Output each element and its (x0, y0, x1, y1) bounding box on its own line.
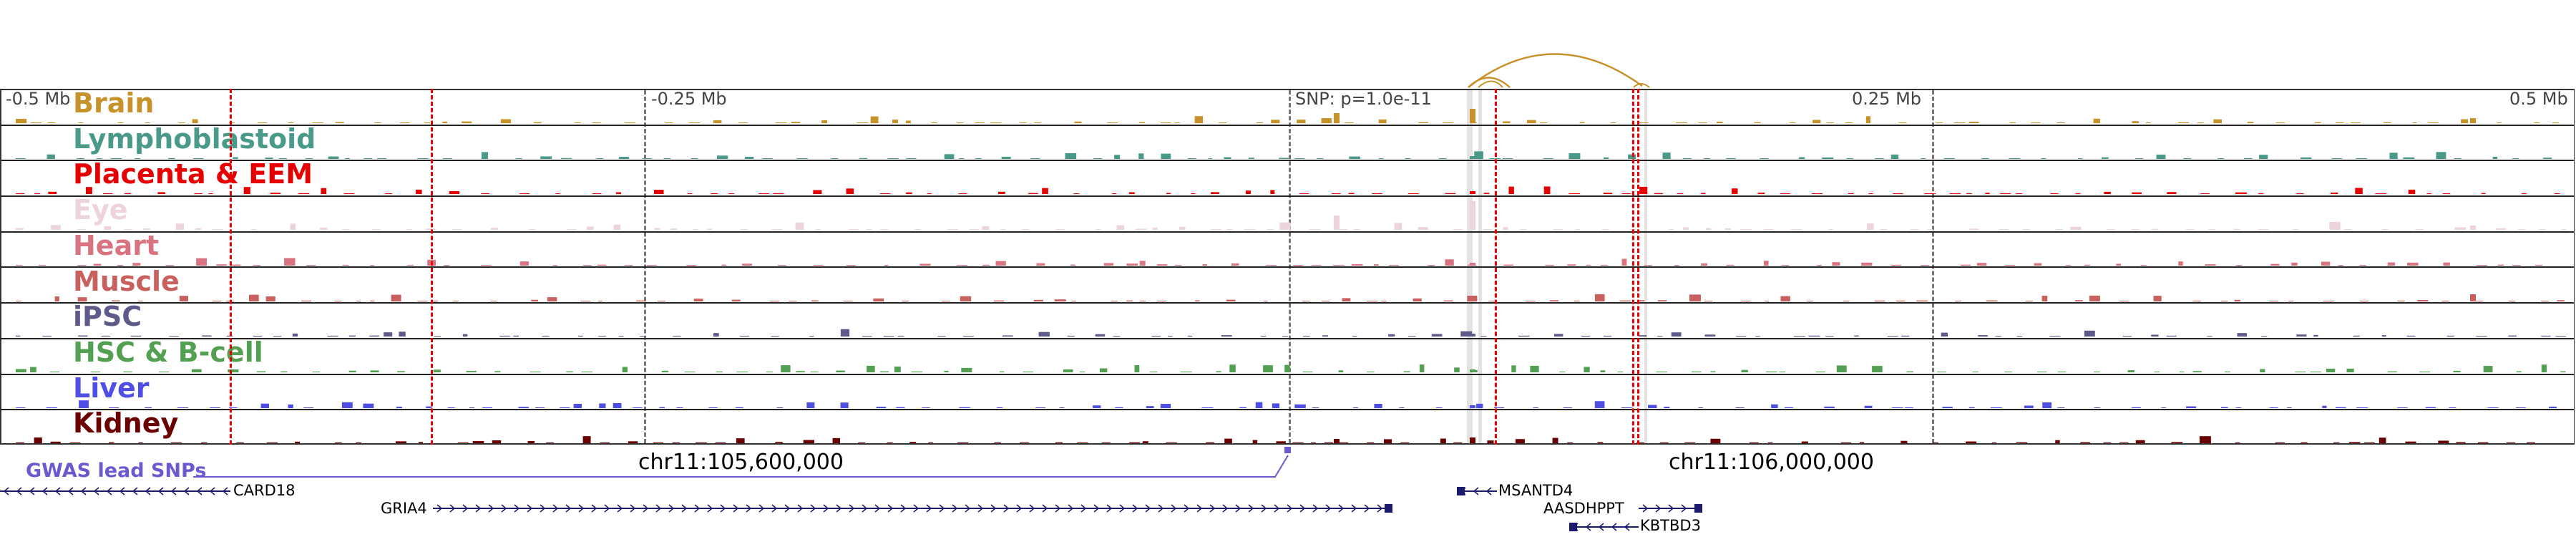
signal-peaks (16, 364, 2566, 372)
track-lymphoblastoid: Lymphoblastoid (1, 122, 2574, 162)
track-ipsc: iPSC (1, 301, 2574, 339)
signal-peaks (16, 294, 2565, 301)
axis-label: 0.5 Mb (2509, 89, 2568, 109)
track-label: Lymphoblastoid (73, 122, 316, 155)
track-label: Brain (73, 87, 155, 119)
gwas-label: GWAS lead SNPs (26, 460, 207, 482)
track-muscle: Muscle (1, 265, 2574, 304)
track-label: Eye (73, 194, 128, 226)
coordinate-label: chr11:106,000,000 (1669, 450, 1874, 475)
highlight-line (431, 89, 433, 445)
track-label: Liver (73, 372, 150, 404)
gene-msantd4 (1457, 487, 1497, 495)
track-label: Placenta & EEM (73, 158, 313, 190)
track-heart: Heart (1, 229, 2574, 268)
coordinate-label: chr11:105,600,000 (638, 450, 844, 475)
track-placenta-eem: Placenta & EEM (1, 158, 2574, 198)
gene-card18 (0, 487, 230, 495)
highlight-line (1495, 89, 1497, 445)
gene-label-gria4[interactable]: GRIA4 (381, 500, 427, 517)
signal-peaks (16, 258, 2543, 266)
highlight-line (1632, 89, 1634, 445)
signal-peaks (16, 151, 2552, 159)
track-brain: Brain (1, 87, 2574, 126)
gene-kbtbd3 (1569, 523, 1639, 531)
highlight-line (230, 89, 232, 445)
axis-label: -0.5 Mb (6, 89, 71, 109)
snp-label: SNP: p=1.0e-11 (1295, 89, 1432, 109)
track-label: Kidney (73, 407, 179, 440)
gene-label-kbtbd3[interactable]: KBTBD3 (1640, 517, 1701, 534)
gwas-connector (193, 447, 1291, 478)
track-label: Heart (73, 229, 160, 261)
track-liver: Liver (1, 372, 2574, 411)
signal-peaks (16, 329, 2566, 337)
axis-label: 0.25 Mb (1852, 89, 1922, 109)
signal-peaks (16, 109, 2559, 123)
gene-aasdhppt (1639, 504, 1702, 513)
signal-peaks (16, 436, 2535, 444)
highlight-line (1637, 89, 1639, 445)
track-label: Muscle (73, 265, 180, 297)
gene-label-msantd4[interactable]: MSANTD4 (1498, 482, 1574, 499)
gene-gria4 (433, 504, 1392, 513)
track-kidney: Kidney (1, 407, 2574, 446)
axis-label: -0.25 Mb (651, 89, 727, 109)
signal-peaks (16, 400, 2557, 408)
chromatin-loop-arc (1468, 53, 1650, 88)
signal-peaks (16, 186, 2560, 195)
gene-label-aasdhppt[interactable]: AASDHPPT (1543, 500, 1624, 517)
gene-label-card18[interactable]: CARD18 (233, 482, 296, 499)
track-label: iPSC (73, 301, 142, 333)
